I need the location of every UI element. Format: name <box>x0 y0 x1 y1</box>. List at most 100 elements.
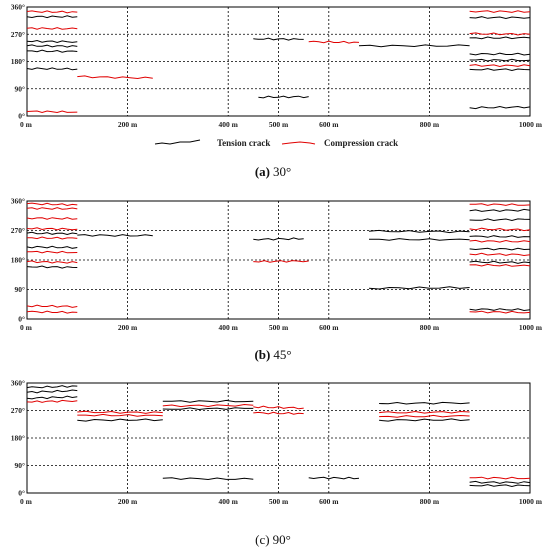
tension-crack-line <box>26 395 78 400</box>
x-tick-label: 0 m <box>20 323 33 332</box>
compression-crack-line <box>26 227 78 231</box>
x-tick-label: 0 m <box>20 120 33 129</box>
tension-crack-line <box>258 95 309 99</box>
compression-crack-line <box>253 405 304 410</box>
tension-crack-line <box>253 37 304 41</box>
tension-crack-line <box>469 68 531 72</box>
compression-crack-line <box>469 263 531 267</box>
compression-crack-line <box>469 32 531 36</box>
compression-crack-line <box>469 252 531 257</box>
tension-crack-line <box>26 245 78 249</box>
tension-crack-line <box>308 476 360 480</box>
tension-crack-line <box>162 399 254 403</box>
tension-crack-line <box>162 477 254 481</box>
compression-crack-line <box>469 227 531 232</box>
tension-crack-line <box>469 218 531 222</box>
compression-crack-line <box>26 310 78 314</box>
legend-compression-line <box>281 141 316 145</box>
compression-crack-line <box>469 10 531 13</box>
y-tick-label: 270° <box>11 406 25 415</box>
compression-crack-line <box>26 27 78 30</box>
x-tick-label: 800 m <box>420 497 440 506</box>
x-tick-label: 0 m <box>20 497 33 506</box>
compression-crack-line <box>469 476 531 480</box>
x-tick-label: 400 m <box>219 120 239 129</box>
compression-crack-line <box>469 239 531 243</box>
compression-crack-line <box>26 304 78 308</box>
x-tick-label: 400 m <box>219 323 239 332</box>
tension-crack-line <box>26 385 78 389</box>
y-tick-label: 360° <box>11 3 25 12</box>
tension-crack-line <box>368 238 470 241</box>
tension-crack-line <box>26 231 78 236</box>
legend: Tension crack Compression crack <box>154 138 398 148</box>
tension-crack-line <box>358 44 470 48</box>
x-tick-label: 200 m <box>118 120 138 129</box>
tension-crack-line <box>469 52 531 56</box>
x-tick-label: 400 m <box>219 497 239 506</box>
tension-crack-line <box>77 234 153 237</box>
x-tick-label: 600 m <box>319 323 339 332</box>
tension-crack-line <box>469 308 531 312</box>
y-tick-label: 0° <box>18 315 25 324</box>
legend-tension-line <box>154 139 201 145</box>
y-tick-label: 360° <box>11 197 25 206</box>
tension-crack-line <box>27 49 78 53</box>
tension-crack-line <box>26 44 78 48</box>
tension-crack-line <box>469 36 531 40</box>
tension-crack-line <box>26 265 78 269</box>
compression-crack-line <box>26 10 78 14</box>
x-tick-label: 600 m <box>319 497 339 506</box>
y-tick-label: 90° <box>15 461 26 470</box>
x-tick-label: 800 m <box>420 323 440 332</box>
compression-crack-line <box>379 410 470 414</box>
tension-crack-line <box>253 237 304 241</box>
crack-panel-a: 0° 90° 180° 270° 360° 0 m 200 m 400 m 500 m 600 m… <box>11 3 543 130</box>
tension-crack-line <box>26 39 78 44</box>
x-tick-label: 500 m <box>269 120 289 129</box>
y-tick-label: 0° <box>18 112 25 121</box>
caption-c: (c) 90° <box>255 532 291 547</box>
tension-crack-line <box>469 260 531 264</box>
x-tick-label: 800 m <box>420 120 440 129</box>
x-tick-label: 500 m <box>269 323 289 332</box>
caption-a: (a) 30° <box>255 164 291 179</box>
compression-crack-line <box>26 207 78 210</box>
compression-crack-line <box>77 410 163 414</box>
compression-crack-line <box>162 403 254 408</box>
x-tick-label: 500 m <box>269 497 289 506</box>
x-tick-label: 1000 m <box>519 120 543 129</box>
compression-crack-line <box>379 414 470 418</box>
y-tick-label: 90° <box>15 84 26 93</box>
tension-crack-line <box>379 418 470 422</box>
compression-crack-line <box>253 260 309 263</box>
compression-crack-line <box>469 64 531 68</box>
tension-crack-line <box>379 401 470 405</box>
compression-crack-line <box>469 310 531 314</box>
crack-panel-b: 0° 90° 180° 270° 360° 0 m 200 m 400 m 500 m 600 m… <box>11 197 543 333</box>
legend-compression-label: Compression crack <box>324 138 398 148</box>
compression-crack-line <box>26 250 78 254</box>
x-tick-label: 600 m <box>319 120 339 129</box>
compression-crack-line <box>77 413 163 417</box>
tension-crack-line <box>26 389 78 394</box>
tension-crack-line <box>469 247 531 251</box>
tension-crack-line <box>162 407 254 411</box>
compression-crack-line <box>77 75 153 80</box>
tension-crack-line <box>469 105 531 110</box>
caption-b: (b) 45° <box>254 347 291 362</box>
compression-crack-line <box>26 110 78 114</box>
compression-crack-line <box>308 40 360 44</box>
tension-crack-line <box>469 16 531 20</box>
compression-crack-line <box>253 411 304 415</box>
compression-crack-line <box>26 202 78 207</box>
compression-crack-line <box>26 260 78 264</box>
compression-crack-line <box>27 236 78 240</box>
tension-crack-line <box>26 15 78 19</box>
legend-tension-label: Tension crack <box>217 138 270 148</box>
y-tick-label: 270° <box>11 226 25 235</box>
y-tick-label: 180° <box>11 57 25 66</box>
compression-crack-line <box>26 217 78 220</box>
compression-crack-line <box>469 203 531 206</box>
